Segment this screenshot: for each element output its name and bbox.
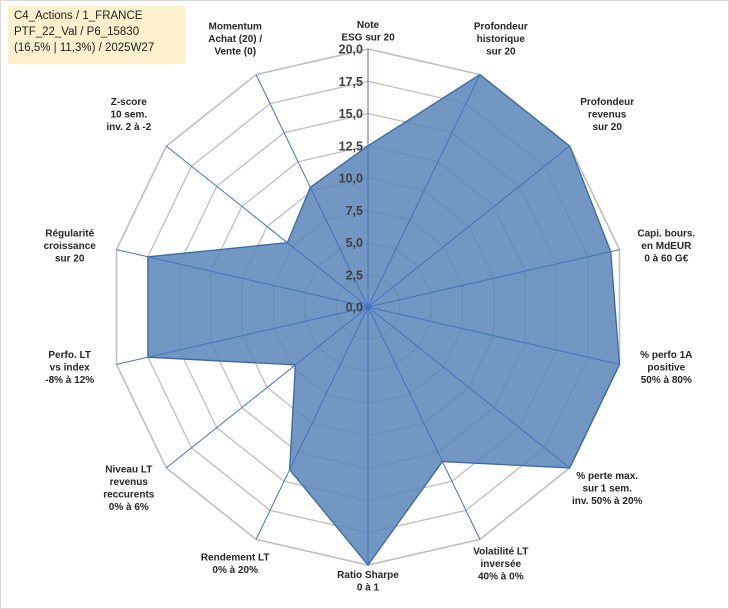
- axis-label: Momentum Achat (20) / Vente (0): [208, 21, 262, 57]
- axis-label-line: 0% à 20%: [212, 565, 258, 576]
- axis-label: Z-score 10 sem. inv. 2 à -2: [106, 97, 151, 133]
- axis-spoke: [367, 74, 481, 308]
- axis-label-line: Rendement LT: [201, 553, 270, 564]
- axis-spoke: [367, 306, 620, 365]
- axis-label-line: historique: [477, 34, 526, 45]
- axis-label-line: Capi. bours.: [637, 229, 695, 240]
- axis-label: % perte max. sur 1 sem. inv. 50% à 20%: [572, 471, 643, 507]
- info-line-3: (16,5% | 11,3%) / 2025W27: [14, 42, 155, 54]
- axis-label-line: inv. 50% à 20%: [572, 496, 643, 507]
- info-box: C4_Actions / 1_FRANCE PTF_22_Val / P6_15…: [8, 6, 185, 64]
- axis-spoke: [367, 145, 571, 308]
- axis-spoke: [165, 145, 369, 308]
- tick-label: 2,5: [346, 268, 363, 282]
- tick-label: 5,0: [346, 236, 363, 250]
- tick-label: 7,5: [346, 204, 363, 218]
- axis-label-line: Profondeur: [580, 97, 634, 108]
- axis-label-line: 0 à 1: [357, 583, 380, 594]
- axis-label-line: -8% à 12%: [45, 375, 94, 386]
- axis-label-line: 40% à 0%: [478, 571, 524, 582]
- axis-label: Note ESG sur 20: [341, 20, 395, 44]
- axis-label: Régularité croissance sur 20: [44, 229, 97, 265]
- axis-label: Capi. bours. en MdEUR 0 à 60 G€: [637, 229, 695, 265]
- axis-label-line: 0 à 60 G€: [644, 254, 688, 265]
- axis-label-line: Note: [357, 20, 380, 31]
- axis-label: Niveau LT revenus reccurents 0% à 6%: [103, 465, 155, 513]
- axis-label-line: croissance: [44, 241, 97, 252]
- tick-label: 15,0: [339, 107, 363, 121]
- axis-label-line: 50% à 80%: [641, 375, 692, 386]
- axis-label-line: positive: [647, 362, 685, 373]
- axis-spoke: [367, 306, 481, 540]
- axis-spoke: [165, 306, 369, 469]
- tick-label: 0,0: [346, 301, 363, 315]
- axis-label-line: % perte max.: [576, 471, 638, 482]
- axis-label-line: revenus: [110, 477, 149, 488]
- tick-label: 12,5: [339, 139, 363, 153]
- tick-label: 20,0: [339, 43, 363, 57]
- axis-label-line: sur 20: [592, 122, 622, 133]
- axis-label-line: sur 20: [486, 46, 516, 57]
- axis-label-line: inv. 2 à -2: [106, 122, 151, 133]
- axis-spoke: [367, 249, 620, 308]
- axis-label-line: sur 20: [55, 254, 85, 265]
- axis-label-line: Niveau LT: [105, 465, 152, 476]
- axis-label-line: inversée: [481, 559, 522, 570]
- axis-label-line: 10 sem.: [110, 109, 147, 120]
- axis-label-line: reccurents: [103, 490, 155, 501]
- axis-spoke: [255, 74, 369, 308]
- axis-label-line: Ratio Sharpe: [337, 570, 399, 581]
- axis-label-line: 0% à 6%: [109, 502, 149, 513]
- axis-spoke: [255, 306, 369, 540]
- axis-label-line: Achat (20) /: [208, 34, 262, 45]
- axis-label-line: en MdEUR: [641, 241, 692, 252]
- axis-label-line: revenus: [588, 109, 627, 120]
- axis-label-line: sur 1 sem.: [582, 483, 632, 494]
- axis-spoke: [116, 306, 369, 365]
- axis-label-line: Régularité: [45, 229, 94, 240]
- axis-label-line: Profondeur: [474, 21, 528, 32]
- axis-label-line: vs index: [50, 362, 90, 373]
- tick-label: 10,0: [339, 172, 363, 186]
- axis-label: Rendement LT 0% à 20%: [201, 553, 270, 577]
- axis-spoke: [367, 306, 571, 469]
- axis-label: Profondeur historique sur 20: [474, 21, 528, 57]
- axis-label-line: Volatilité LT: [473, 546, 528, 557]
- info-line-1: C4_Actions / 1_FRANCE: [14, 10, 143, 22]
- axis-spoke: [116, 249, 369, 308]
- radar-spokes: [116, 49, 620, 565]
- radar-tick-labels: 0,0 2,5 5,0 7,5 10,0 12,5 15,0 17,5 20,0: [339, 43, 363, 315]
- axis-label-line: Perfo. LT: [48, 350, 91, 361]
- axis-label-line: ESG sur 20: [341, 33, 395, 44]
- axis-label-line: % perfo 1A: [640, 350, 692, 361]
- axis-label: Volatilité LT inversée 40% à 0%: [473, 546, 528, 582]
- info-line-2: PTF_22_Val / P6_15830: [14, 26, 140, 38]
- axis-label: % perfo 1A positive 50% à 80%: [640, 350, 692, 386]
- axis-label-line: Momentum: [209, 21, 262, 32]
- axis-label: Perfo. LT vs index -8% à 12%: [45, 350, 94, 386]
- axis-label: Ratio Sharpe 0 à 1: [337, 570, 399, 594]
- axis-label-line: Vente (0): [214, 46, 256, 57]
- tick-label: 17,5: [339, 75, 363, 89]
- axis-label: Profondeur revenus sur 20: [580, 97, 634, 133]
- axis-label-line: Z-score: [111, 97, 148, 108]
